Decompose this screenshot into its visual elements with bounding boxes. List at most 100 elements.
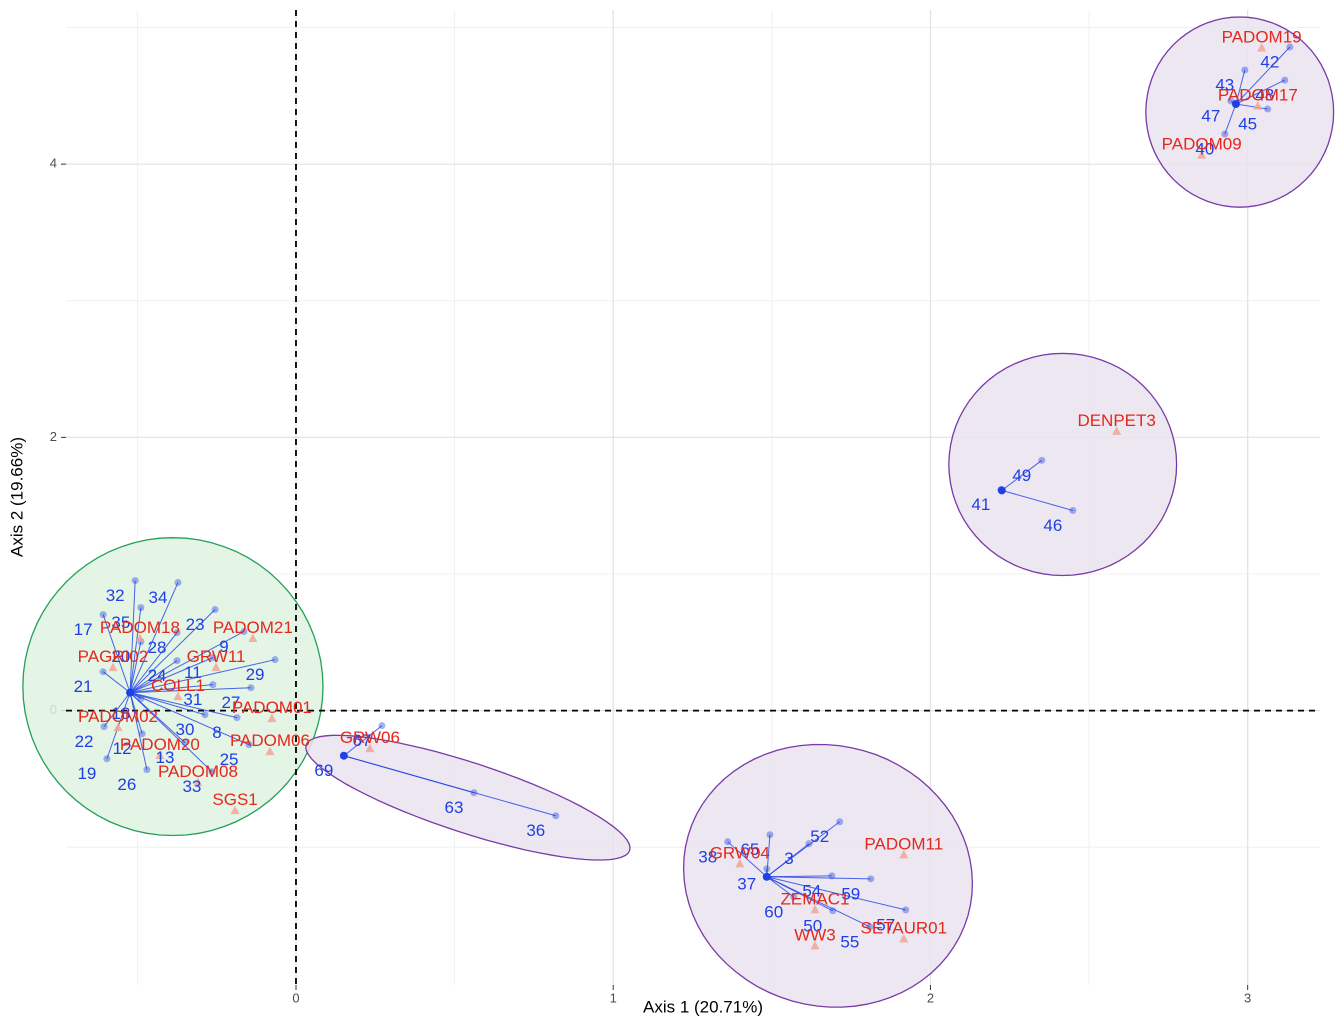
species-marker — [1112, 426, 1122, 435]
spider-line — [129, 659, 276, 694]
sample-point — [247, 684, 255, 692]
group-centroid — [339, 751, 348, 760]
sample-point — [211, 606, 219, 614]
sample-label: 40 — [1195, 140, 1214, 159]
sample-label: 19 — [77, 764, 96, 783]
spider-line — [102, 614, 131, 693]
sample-point — [763, 865, 771, 873]
sample-point — [143, 766, 151, 774]
spider-line — [1235, 46, 1291, 105]
sample-label: 36 — [526, 821, 545, 840]
spider-line — [129, 692, 148, 770]
species-label: PADOM09 — [1162, 135, 1242, 154]
sample-label: 47 — [1201, 106, 1220, 125]
spider-line — [129, 692, 250, 746]
sample-label: 69 — [314, 761, 333, 780]
sample-label: 43 — [1215, 75, 1234, 94]
sample-point — [181, 739, 189, 747]
species-label: GRW06 — [340, 728, 400, 747]
sample-point — [378, 722, 386, 730]
sample-label: 27 — [221, 693, 240, 712]
species-label: PADOM21 — [213, 618, 293, 637]
sample-label: 41 — [971, 495, 990, 514]
x-tick-label: 0 — [292, 990, 299, 1005]
sample-label: 46 — [1043, 516, 1062, 535]
sample-label: 57 — [876, 915, 895, 934]
species-marker — [735, 858, 745, 868]
spider-line — [1001, 489, 1074, 511]
spider-line — [766, 834, 771, 877]
spider-line — [129, 631, 245, 694]
sample-label: 12 — [113, 739, 132, 758]
sample-label: 11 — [184, 663, 202, 682]
y-axis-label: Axis 2 (19.66%) — [7, 437, 26, 557]
species-label: PADOM06 — [230, 731, 310, 750]
sample-point — [99, 668, 107, 676]
sample-label: 17 — [74, 620, 93, 639]
species-marker — [267, 713, 277, 723]
species-label: PADOM18 — [100, 618, 180, 637]
species-label: SETAUR01 — [860, 918, 947, 937]
spider-line — [129, 609, 216, 693]
sample-label: 54 — [802, 881, 821, 900]
species-marker — [1257, 43, 1267, 52]
sample-label: 32 — [106, 586, 125, 605]
spider-line — [129, 607, 142, 693]
sample-label: 9 — [219, 637, 228, 656]
sample-point — [209, 681, 217, 689]
sample-label: 63 — [444, 798, 463, 817]
sample-point — [836, 818, 844, 826]
species-marker — [230, 805, 240, 815]
sample-label: 60 — [764, 902, 783, 921]
sample-label: 52 — [810, 827, 829, 846]
sample-point — [1038, 456, 1046, 464]
sample-point — [766, 831, 774, 839]
sample-point — [201, 711, 209, 719]
spider-line — [130, 684, 213, 694]
sample-label: 55 — [840, 932, 859, 951]
sample-point — [271, 656, 279, 664]
group-centroid — [126, 688, 135, 697]
sample-point — [233, 714, 241, 722]
spider-line — [129, 582, 179, 693]
sample-label: 37 — [737, 874, 756, 893]
sample-label: 67 — [352, 731, 371, 750]
spider-line — [343, 755, 556, 817]
sample-label: 33 — [182, 777, 201, 796]
sample-label: 31 — [183, 690, 202, 709]
species-label: PADOM01 — [232, 698, 312, 717]
species-marker — [810, 904, 820, 914]
spider-line — [129, 692, 213, 773]
spider-line — [102, 671, 131, 694]
sample-label: 25 — [220, 750, 239, 769]
sample-point — [137, 695, 145, 703]
species-label: DENPET3 — [1077, 411, 1155, 430]
sample-point — [805, 840, 813, 848]
x-tick-label: 3 — [1244, 990, 1251, 1005]
sample-point — [209, 654, 217, 662]
species-marker — [1253, 101, 1263, 110]
sample-point — [724, 838, 732, 846]
spider-line — [129, 580, 136, 693]
sample-point — [103, 755, 111, 763]
sample-label: 50 — [803, 916, 822, 935]
sample-label: 30 — [175, 720, 194, 739]
sample-point — [1264, 105, 1272, 113]
sample-label: 8 — [212, 723, 221, 742]
sample-label: 20 — [111, 647, 130, 666]
sample-point — [173, 629, 181, 637]
sample-point — [1241, 66, 1249, 74]
spider-line — [129, 660, 178, 694]
species-marker — [248, 633, 258, 643]
species-marker — [193, 777, 203, 787]
spider-line — [1235, 103, 1268, 110]
species-marker — [211, 662, 221, 672]
spider-line — [129, 692, 206, 716]
sample-label: 49 — [1012, 466, 1031, 485]
sample-point — [552, 812, 560, 820]
sample-point — [902, 906, 910, 914]
spider-line — [766, 876, 871, 880]
sample-label: 35 — [111, 613, 130, 632]
